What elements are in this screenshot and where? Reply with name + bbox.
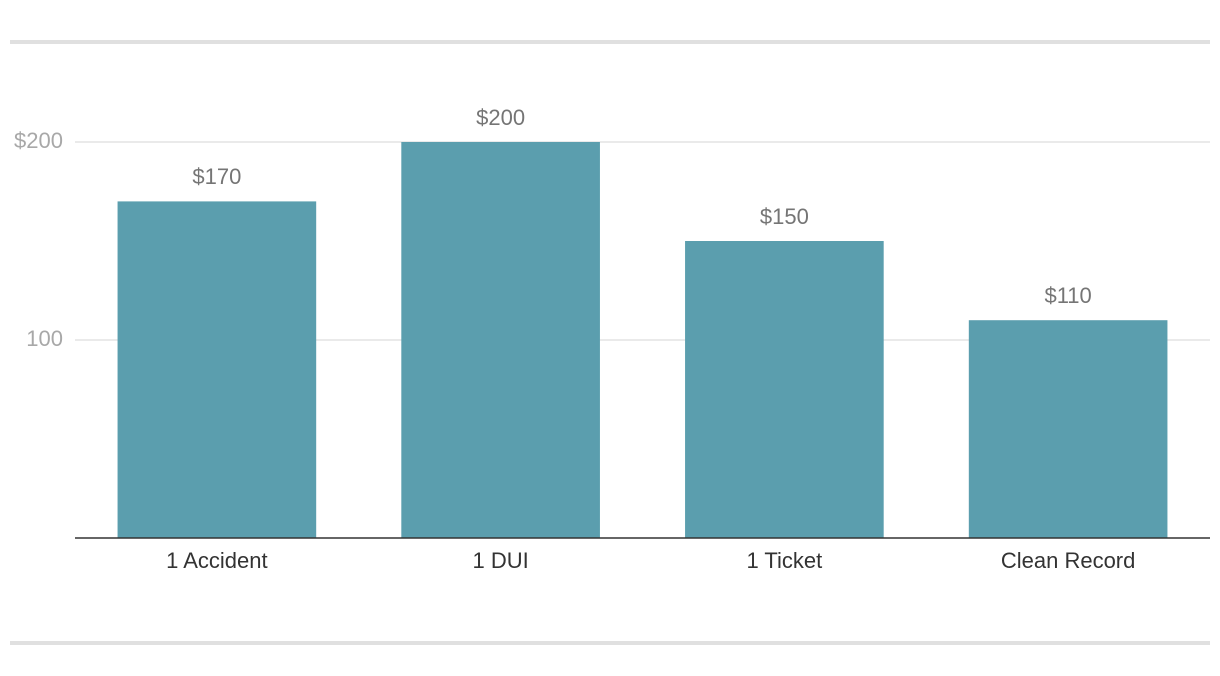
- value-label: $170: [192, 164, 241, 189]
- x-tick-label: 1 Ticket: [746, 548, 822, 573]
- top-rule: [10, 40, 1210, 44]
- value-label: $200: [476, 105, 525, 130]
- bar: [401, 142, 600, 538]
- bottom-rule: [10, 641, 1210, 645]
- x-tick-label: Clean Record: [1001, 548, 1136, 573]
- x-tick-label: 1 Accident: [166, 548, 268, 573]
- bar: [685, 241, 884, 538]
- value-label: $150: [760, 204, 809, 229]
- bar: [968, 320, 1168, 538]
- y-tick-label: 100: [26, 326, 63, 351]
- bar: [117, 201, 317, 538]
- y-tick-label: $200: [14, 128, 63, 153]
- value-label: $110: [1044, 283, 1091, 308]
- x-tick-label: 1 DUI: [473, 548, 529, 573]
